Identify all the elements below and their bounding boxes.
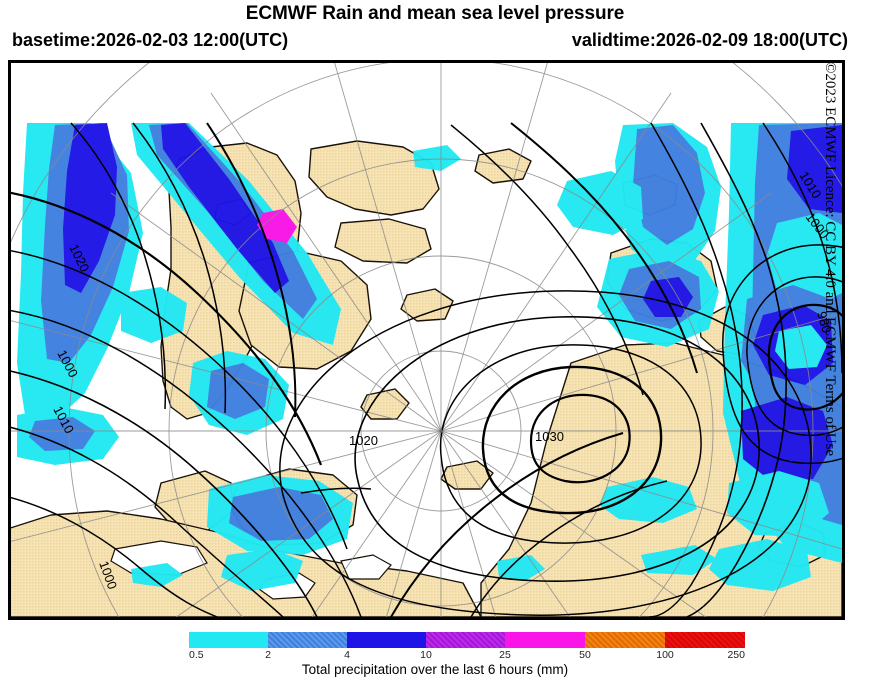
precip-blue-mid: [207, 363, 269, 419]
isobar-1010-right: [648, 122, 743, 617]
colorbar-bands: [189, 632, 745, 648]
isobar-upper-left-arc: [70, 122, 167, 410]
precip-cyan: [599, 477, 697, 523]
precip-blue-mid: [229, 487, 333, 541]
isobar-1030-inner: [529, 393, 631, 484]
isobar-label-1030-center: 1030: [535, 429, 564, 444]
precip-cyan: [121, 287, 187, 343]
colorbar-tick: 0.5: [189, 649, 204, 661]
isobar-1010-left: [11, 370, 318, 617]
isobars: [11, 122, 842, 617]
isobar-trough: [11, 250, 348, 550]
colorbar-band: [426, 632, 505, 648]
isobar-trough: [11, 191, 323, 466]
isobar-990-low: [722, 244, 842, 465]
landmass-ellesmere: [308, 140, 440, 216]
isobar-1000-left: [11, 426, 284, 617]
isobar-bottom-arc: [470, 480, 668, 617]
landmass-devon: [334, 218, 432, 264]
colorbar-legend: 0.5 2 4 10 25 50 100 250 Total precipitation ov…: [0, 626, 870, 680]
colorbar-band: [189, 632, 268, 648]
weather-map[interactable]: 1000 1010 1020 1030 1010 1000 980 1020 1…: [8, 60, 845, 620]
precip-cyan: [131, 563, 183, 587]
page-title: ECMWF Rain and mean sea level pressure: [245, 3, 625, 24]
precip-cyan: [497, 555, 545, 581]
isobar-1015: [279, 290, 812, 616]
precip-blue-core: [741, 397, 833, 483]
precip-blue-core: [787, 125, 842, 213]
isobar-top-arc: [450, 124, 644, 396]
colorbar-band: [347, 632, 426, 648]
colorbar-tick: 250: [727, 649, 745, 661]
isobar-985-low: [746, 276, 842, 437]
precip-cyan: [775, 325, 827, 369]
colorbar-tick: 50: [579, 649, 591, 661]
colorbar-tick: 100: [656, 649, 674, 661]
precip-blue-core: [161, 123, 289, 293]
precip-cyan: [641, 545, 717, 575]
graticule: [11, 63, 842, 617]
isobar-upper-left-arc: [132, 122, 227, 414]
isobar-980-low: [767, 303, 842, 411]
colorbar-tick: 25: [499, 649, 511, 661]
colorbar-tick: 4: [344, 649, 350, 661]
colorbar-tick: 10: [420, 649, 432, 661]
copyright-notice: ©2023 ECMWF Licence: CC BY 4.0 and ECMWF…: [822, 62, 838, 457]
precip-blue-mid: [29, 417, 95, 451]
isobar-upper-left-arc: [206, 122, 297, 418]
isobar-right-outer: [762, 122, 842, 374]
colorbar-tick: 2: [265, 649, 271, 661]
colorbar-band: [585, 632, 665, 648]
isobar-top-arc: [510, 122, 698, 374]
precip-magenta: [257, 209, 297, 243]
colorbar-band: [665, 632, 745, 648]
landmass-island-c: [360, 388, 410, 420]
basetime-label: basetime:2026-02-03 12:00(UTC): [12, 30, 289, 50]
chart-header: ECMWF Rain and mean sea level pressure b…: [0, 0, 870, 58]
colorbar-band: [505, 632, 585, 648]
isobar-trough: [11, 309, 362, 617]
isobar-label-980-right: 980: [814, 310, 834, 335]
isobar-label-1020-center: 1020: [349, 433, 378, 448]
colorbar-tick-labels: 0.5 2 4 10 25 50 100 250: [189, 649, 745, 663]
validtime-label: validtime:2026-02-09 18:00(UTC): [571, 30, 848, 50]
precip-cyan: [557, 171, 643, 235]
isobar-bottom-arc: [390, 432, 624, 617]
precipitation-field: [17, 123, 842, 591]
isobar-1030-outer: [481, 365, 663, 515]
precip-cyan: [413, 145, 461, 171]
precip-cyan: [767, 213, 842, 309]
colorbar-caption: Total precipitation over the last 6 hour…: [301, 662, 569, 677]
isobar-1025: [439, 344, 702, 544]
north-pole-marker: [439, 429, 443, 433]
landmass-island-b: [400, 288, 454, 322]
isobar-1000-right: [686, 122, 787, 617]
precip-blue-mid: [633, 125, 705, 245]
isobar-label-line: [300, 487, 372, 494]
colorbar-band: [268, 632, 347, 648]
isobar-left-lower: [11, 496, 218, 617]
map-canvas: 1000 1010 1020 1030 1010 1000 980 1020 1…: [11, 63, 842, 617]
precip-cyan: [709, 539, 811, 591]
